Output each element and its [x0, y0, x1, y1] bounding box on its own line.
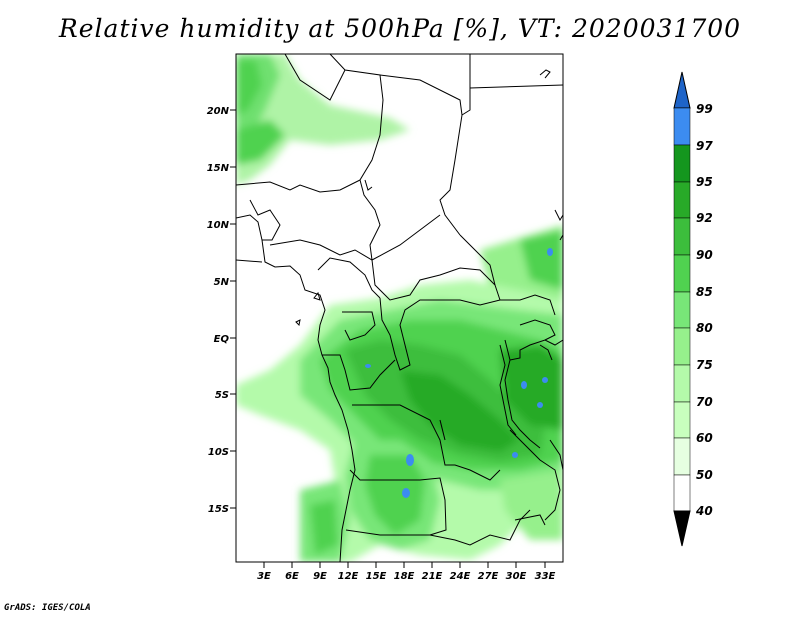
lat-label: 10N: [207, 220, 230, 231]
grads-credit: GrADS: IGES/COLA: [4, 603, 91, 613]
latitude-axis: 20N 15N 10N 5N EQ 5S 10S 15S: [207, 106, 236, 515]
lon-label: 18E: [394, 571, 415, 582]
colorbar-label: 92: [696, 211, 713, 225]
colorbar-label: 75: [696, 358, 713, 372]
colorbar-label: 90: [696, 248, 713, 262]
lat-label: EQ: [214, 334, 230, 345]
colorbar-label: 85: [696, 285, 713, 299]
lat-label: 5S: [215, 390, 229, 401]
colorbar-label: 80: [696, 321, 713, 335]
colorbar-segment: [673, 217, 691, 256]
colorbar-label: 50: [696, 468, 713, 482]
colorbar-label: 97: [696, 139, 713, 153]
colorbar-label: 70: [696, 395, 713, 409]
lon-label: 9E: [313, 571, 327, 582]
country-borders: [236, 54, 563, 562]
colorbar-segment: [673, 437, 691, 476]
lon-label: 21E: [422, 571, 443, 582]
colorbar-segment: [673, 291, 691, 329]
colorbar-segment: [673, 510, 691, 547]
colorbar-segment: [673, 107, 691, 146]
colorbar-label: 60: [696, 431, 713, 445]
map-frame: [235, 53, 564, 563]
colorbar-label: 95: [696, 175, 713, 189]
colorbar-segment: [673, 401, 691, 439]
colorbar-segment: [673, 327, 691, 366]
colorbar-segment: [673, 71, 691, 109]
lon-label: 27E: [478, 571, 499, 582]
colorbar-label: 99: [696, 102, 713, 116]
lat-label: 15S: [208, 504, 229, 515]
colorbar-segment: [673, 144, 691, 183]
lat-label: 20N: [207, 106, 230, 117]
lon-label: 33E: [535, 571, 556, 582]
lat-label: 5N: [214, 277, 230, 288]
lon-label: 3E: [257, 571, 271, 582]
lat-label: 10S: [208, 447, 229, 458]
longitude-axis: 3E 6E 9E 12E 15E 18E 21E 24E 27E 30E 33E: [257, 562, 556, 582]
chart-title: Relative humidity at 500hPa [%], VT: 202…: [58, 14, 742, 43]
colorbar: 99 97 95 92 90 85 80 75 70 60 50 40: [673, 71, 713, 547]
lon-label: 30E: [506, 571, 527, 582]
lat-label: 15N: [207, 163, 230, 174]
colorbar-segment: [673, 254, 691, 293]
lon-label: 12E: [338, 571, 359, 582]
colorbar-label: 40: [695, 504, 713, 518]
colorbar-segment: [673, 474, 691, 512]
colorbar-segment: [673, 181, 691, 219]
lon-label: 15E: [366, 571, 387, 582]
lon-label: 24E: [450, 571, 471, 582]
humidity-field: [236, 54, 563, 562]
lon-label: 6E: [285, 571, 299, 582]
colorbar-segment: [673, 364, 691, 403]
